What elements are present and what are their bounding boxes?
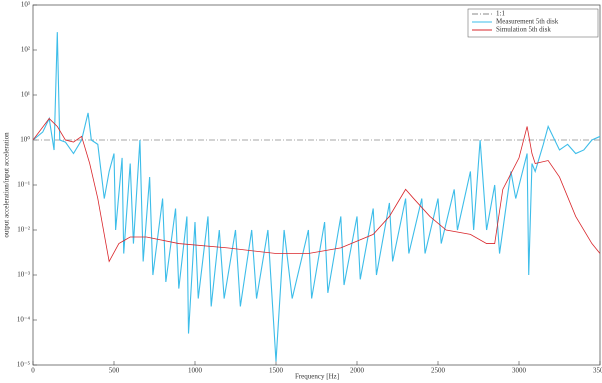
y-tick-label: 10⁻² — [17, 226, 30, 234]
x-tick-label: 3500 — [593, 367, 602, 375]
y-axis-label: output acceleration/input acceleration — [3, 132, 11, 238]
legend-label: Simulation 5th disk — [496, 26, 551, 34]
series-line — [32, 32, 601, 362]
x-tick-label: 0 — [31, 367, 35, 375]
y-tick-label: 10⁻³ — [17, 271, 30, 279]
series-line — [32, 117, 601, 263]
plot-area — [32, 4, 601, 366]
legend-box — [467, 8, 599, 38]
x-axis-label: Frequency [Hz] — [295, 373, 339, 381]
y-tick-label: 10³ — [21, 1, 30, 9]
x-tick-label: 3000 — [512, 367, 527, 375]
y-tick-label: 10⁰ — [20, 136, 30, 144]
x-tick-label: 2000 — [350, 367, 365, 375]
y-tick-label: 10⁻⁵ — [17, 361, 31, 369]
y-tick-label: 10² — [21, 46, 30, 54]
legend-label: Measurement 5th disk — [496, 18, 559, 26]
x-tick-label: 500 — [109, 367, 120, 375]
y-tick-label: 10¹ — [21, 91, 30, 99]
legend-label: 1:1 — [496, 10, 505, 18]
y-tick-label: 10⁻⁴ — [17, 316, 31, 324]
x-tick-label: 1500 — [269, 367, 284, 375]
y-tick-label: 10⁻¹ — [17, 181, 30, 189]
x-tick-label: 2500 — [431, 367, 446, 375]
x-tick-label: 1000 — [188, 367, 203, 375]
